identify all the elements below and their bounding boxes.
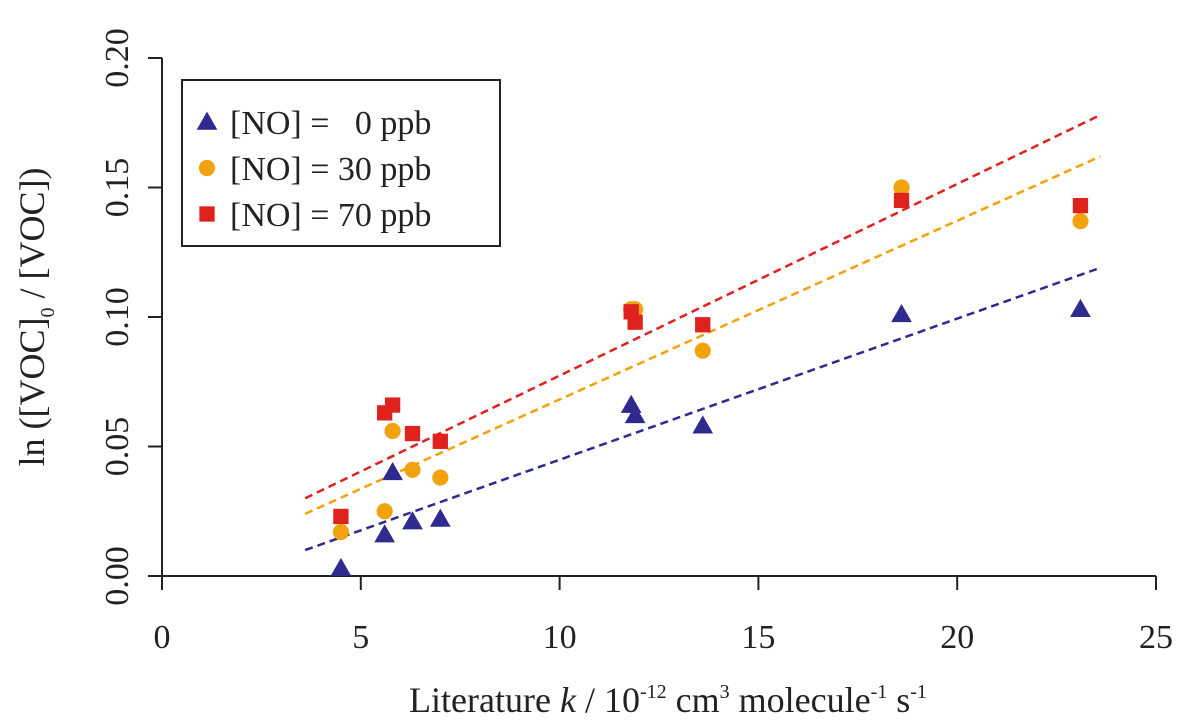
x-tick-label: 25 [1139,619,1173,656]
y-tick-label: 0.00 [99,546,136,606]
data-point-circle [1072,213,1089,230]
data-point-circle [893,179,910,196]
x-axis-ticks: 0 5 10 15 20 25 [154,576,1173,656]
data-point-circle [376,503,393,520]
data-point-triangle [429,508,451,527]
y-axis-ticks: 0.00 0.05 0.10 0.15 0.20 [99,28,162,606]
legend-box [181,79,501,247]
data-point-circle [332,523,350,541]
data-point-circle [404,461,421,478]
data-point-triangle [402,511,423,530]
data-point-triangle [382,462,403,481]
data-point-triangle [620,394,642,413]
data-point-circle [384,422,401,440]
legend-marker-triangle [196,111,218,130]
x-tick-label: 20 [940,619,974,656]
data-point-triangle [692,415,714,434]
fit-line [304,155,1101,515]
data-point-square [333,508,349,525]
legend: [NO] = 0 ppb [NO] = 30 ppb [NO] = 70 ppb [181,79,501,247]
data-point-circle [432,469,449,486]
data-point-square [627,314,643,330]
data-point-triangle [1070,298,1091,317]
data-point-square [384,397,401,413]
data-point-square [432,433,448,449]
legend-marker-circle [198,159,216,177]
x-tick-label: 0 [154,619,171,656]
data-point-triangle [330,557,352,576]
y-tick-label: 0.20 [99,28,136,88]
x-axis-label: Literature k / 10-12 cm3 molecule-1 s-1 [409,680,927,720]
x-tick-label: 10 [543,619,577,656]
legend-label: [NO] = 30 ppb [230,151,431,188]
data-point-triangle [374,524,396,543]
data-points [330,179,1091,576]
data-point-triangle [624,405,646,424]
legend-label: [NO] = 70 ppb [230,197,431,234]
data-point-triangle [891,304,912,323]
x-tick-label: 5 [352,619,369,656]
legend-label: [NO] = 0 ppb [230,105,431,142]
data-point-square [1072,197,1089,214]
data-point-circle [694,342,711,359]
y-tick-label: 0.15 [99,158,136,218]
data-point-square [695,317,711,333]
y-tick-label: 0.10 [99,287,136,347]
legend-marker-square [199,206,215,222]
fit-line [304,266,1101,552]
y-axis-label: ln ([VOC]0 / [VOC]) [12,168,59,467]
y-tick-label: 0.05 [99,417,136,477]
data-point-square [404,425,421,442]
data-point-square [893,192,910,209]
x-tick-label: 15 [741,619,775,656]
